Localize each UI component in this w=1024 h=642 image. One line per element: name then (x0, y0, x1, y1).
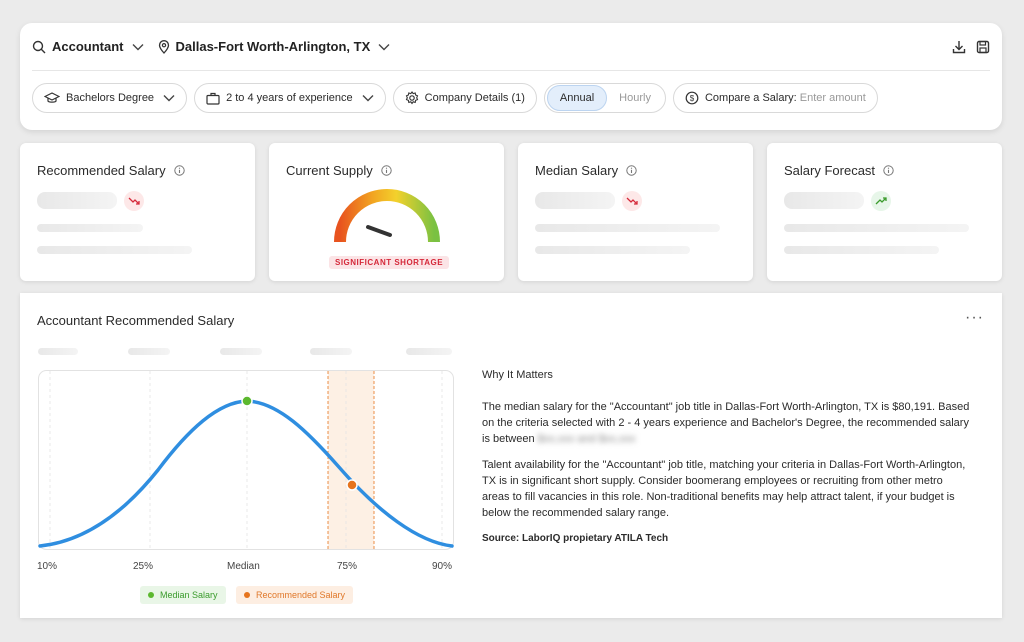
job-title: Accountant (52, 39, 124, 54)
education-filter[interactable]: Bachelors Degree (32, 83, 188, 113)
trend-down-icon (622, 191, 642, 211)
search-icon (32, 40, 46, 53)
percentile-label: Median (227, 561, 260, 572)
percentile-label: 25% (133, 561, 154, 572)
legend-median-salary: Median Salary (140, 586, 226, 604)
experience-filter[interactable]: 2 to 4 years of experience (194, 83, 386, 113)
location-name: Dallas-Fort Worth-Arlington, TX (175, 39, 371, 54)
card-title: Median Salary (535, 163, 619, 178)
loading-skeleton (220, 348, 262, 355)
company-details-label: Company Details (1) (424, 92, 525, 104)
chevron-down-icon (163, 95, 175, 102)
company-details-filter[interactable]: Company Details (1) (392, 83, 537, 113)
percentile-label: 90% (432, 561, 453, 572)
recommended-band (328, 371, 374, 549)
info-icon[interactable] (381, 165, 392, 176)
panel-title: Accountant Recommended Salary (37, 313, 235, 328)
loading-skeleton (535, 224, 720, 232)
loading-skeleton (406, 348, 452, 355)
job-selector[interactable]: Accountant (32, 39, 144, 54)
recommended-salary-card: Recommended Salary (20, 143, 255, 281)
legend-dot (148, 592, 154, 598)
info-icon[interactable] (626, 165, 637, 176)
dollar-circle-icon: $ (685, 91, 699, 105)
median-marker (241, 395, 253, 407)
availability-paragraph: Talent availability for the "Accountant"… (482, 459, 966, 519)
save-icon[interactable] (976, 40, 990, 54)
current-supply-card: Current Supply SIGNIFICANT SHORTAGE (269, 143, 504, 281)
info-icon[interactable] (883, 165, 894, 176)
row-actions (952, 40, 990, 54)
percentile-label: 10% (37, 561, 58, 572)
loading-skeleton (37, 246, 192, 254)
loading-skeleton (128, 348, 170, 355)
source-note: Source: LaborIQ propietary ATILA Tech (482, 533, 669, 544)
compare-salary-label: Compare a Salary: (704, 92, 797, 104)
supply-status-badge: SIGNIFICANT SHORTAGE (329, 256, 450, 269)
location-pin-icon (158, 39, 169, 54)
graduation-cap-icon (44, 92, 60, 103)
blurred-salary-range: $xx,xxx and $xx,xxx (537, 433, 636, 445)
chevron-down-icon (362, 95, 374, 102)
card-title: Salary Forecast (784, 163, 876, 178)
recommended-salary-panel: Accountant Recommended Salary ··· 10% 25… (20, 293, 1002, 618)
recommended-marker (346, 479, 358, 491)
loading-skeleton (784, 224, 969, 232)
loading-skeleton (37, 192, 117, 209)
legend-label: Recommended Salary (256, 590, 346, 600)
median-paragraph-text: The median salary for the "Accountant" j… (482, 401, 970, 445)
info-icon[interactable] (173, 165, 185, 176)
salary-forecast-card: Salary Forecast (767, 143, 1002, 281)
chevron-down-icon (378, 43, 390, 50)
loading-skeleton (784, 246, 939, 254)
why-it-matters-title: Why It Matters (482, 369, 553, 381)
loading-skeleton (310, 348, 352, 355)
trend-down-icon (124, 191, 144, 211)
compare-salary-placeholder: Enter amount (799, 92, 866, 104)
legend-label: Median Salary (160, 590, 218, 600)
loading-skeleton (784, 192, 864, 209)
card-title: Current Supply (286, 163, 373, 178)
gear-icon (405, 91, 418, 105)
legend-dot (244, 592, 250, 598)
svg-text:$: $ (690, 94, 695, 103)
median-paragraph: The median salary for the "Accountant" j… (482, 399, 972, 447)
more-options-button[interactable]: ··· (965, 309, 984, 326)
legend-recommended-salary: Recommended Salary (236, 586, 354, 604)
why-it-matters-section: Why It Matters The median salary for the… (482, 367, 972, 557)
search-row: Accountant Dallas-Fort Worth-Arlington, … (32, 23, 990, 71)
percentile-label: 75% (337, 561, 358, 572)
loading-skeleton (535, 192, 615, 209)
loading-skeleton (535, 246, 690, 254)
supply-gauge (334, 189, 440, 243)
education-label: Bachelors Degree (66, 92, 155, 104)
card-title: Recommended Salary (37, 163, 166, 178)
filter-row: Bachelors Degree 2 to 4 years of experie… (32, 83, 878, 113)
chevron-down-icon (132, 43, 143, 50)
pay-period-toggle: Annual Hourly (543, 83, 666, 113)
trend-up-icon (871, 191, 891, 211)
compare-salary-input[interactable]: $ Compare a Salary: Enter amount (672, 83, 878, 113)
download-icon[interactable] (952, 40, 966, 54)
briefcase-icon (206, 92, 220, 105)
loading-skeleton (38, 348, 78, 355)
loading-skeleton (37, 224, 143, 232)
hourly-option[interactable]: Hourly (619, 92, 651, 104)
gauge-needle (366, 225, 392, 237)
location-selector[interactable]: Dallas-Fort Worth-Arlington, TX (158, 39, 391, 54)
annual-option[interactable]: Annual (546, 85, 608, 111)
median-salary-card: Median Salary (518, 143, 753, 281)
experience-label: 2 to 4 years of experience (226, 92, 353, 104)
search-filter-card: Accountant Dallas-Fort Worth-Arlington, … (20, 23, 1002, 130)
salary-distribution-chart (38, 370, 454, 550)
